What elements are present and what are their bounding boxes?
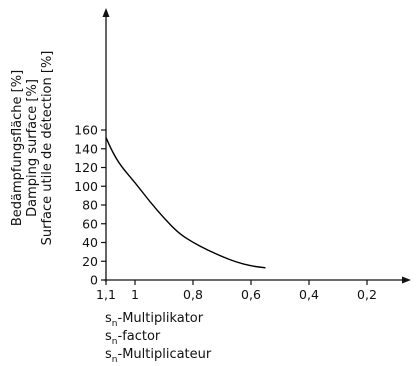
y-tick-label: 80	[82, 198, 98, 213]
x-tick-label: 1	[131, 287, 139, 302]
y-tick-label: 40	[82, 235, 98, 250]
series	[105, 137, 266, 269]
tick-marks	[101, 129, 368, 285]
y-tick-label: 100	[74, 179, 98, 194]
x-tick-label: 0,8	[183, 287, 203, 302]
y-axis-title-line: Surface utile de détection [%]	[40, 51, 55, 246]
y-tick-label: 60	[82, 216, 98, 231]
x-axis-title-line: sn-factor	[105, 329, 161, 347]
y-tick-label: 120	[74, 160, 98, 175]
x-axis-arrow	[402, 276, 411, 284]
series-line	[105, 137, 266, 269]
y-tick-label: 160	[74, 123, 98, 138]
axis-titles: Bedämpfungsfläche [%] Damping surface [%]…	[10, 51, 212, 365]
y-tick-label: 20	[82, 254, 98, 269]
x-axis-title-line: sn-Multiplikator	[105, 311, 204, 329]
y-axis-title-line: Damping surface [%]	[25, 79, 40, 217]
y-axis-arrow	[102, 8, 110, 17]
axes	[102, 8, 411, 284]
x-tick-label: 0,4	[299, 287, 319, 302]
y-tick-label: 0	[90, 273, 98, 288]
x-axis-title-line: sn-Multiplicateur	[105, 347, 212, 365]
y-tick-label: 140	[74, 141, 98, 156]
y-axis-title-line: Bedämpfungsfläche [%]	[10, 70, 25, 226]
tick-labels: 0 20 40 60 80 100 120 140 160 1,1 1 0,8 0,6 0,4 0,2	[74, 123, 377, 303]
x-tick-label: 0,6	[241, 287, 261, 302]
x-tick-label: 0,2	[357, 287, 377, 302]
x-tick-label: 1,1	[96, 287, 116, 302]
